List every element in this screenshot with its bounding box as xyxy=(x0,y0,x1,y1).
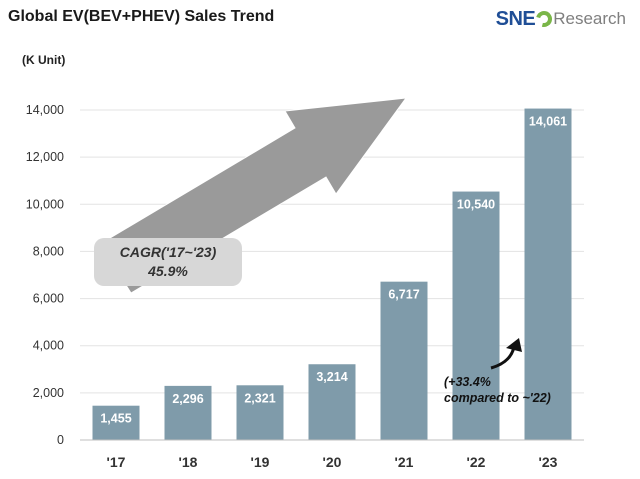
y-tick-label: 6,000 xyxy=(33,292,64,306)
yoy-comparison: compared to ~'22) xyxy=(444,391,551,405)
y-tick-label: 14,000 xyxy=(26,103,64,117)
x-tick-label: '18 xyxy=(179,454,198,470)
bar xyxy=(380,281,428,440)
x-tick-label: '21 xyxy=(395,454,414,470)
sne-research-logo: SNE Research xyxy=(496,6,626,32)
logo-research-text: Research xyxy=(553,9,626,28)
bar-value-label: 14,061 xyxy=(529,115,567,129)
x-axis: '17 '18 '19 '20 '21 '22 '23 xyxy=(80,439,584,470)
bar xyxy=(92,405,140,440)
y-tick-label: 2,000 xyxy=(33,386,64,400)
bar-value-label: 1,455 xyxy=(100,412,131,426)
x-tick-label: '17 xyxy=(107,454,126,470)
bar xyxy=(524,108,572,441)
x-tick-label: '22 xyxy=(467,454,486,470)
yoy-annotation: (+33.4% compared to ~'22) xyxy=(444,374,584,406)
bar-value-label: 3,214 xyxy=(316,370,347,384)
y-tick-label: 10,000 xyxy=(26,197,64,211)
bars: 1,455 2,296 2,321 3,214 6,717 10,540 14,061 xyxy=(92,108,572,441)
chart-title: Global EV(BEV+PHEV) Sales Trend xyxy=(8,8,275,25)
y-tick-label: 4,000 xyxy=(33,339,64,353)
y-axis-ticks: 0 2,000 4,000 6,000 8,000 10,000 12,000 14,000 xyxy=(26,103,64,447)
bar xyxy=(164,385,212,440)
cagr-label: CAGR('17~'23) xyxy=(119,244,217,260)
bar xyxy=(308,364,356,440)
bar-value-label: 6,717 xyxy=(388,288,419,302)
cagr-value: 45.9% xyxy=(148,263,188,279)
logo-sne-text: SNE xyxy=(495,7,536,30)
y-tick-label: 8,000 xyxy=(33,244,64,258)
bar-value-label: 2,321 xyxy=(244,391,275,405)
y-tick-label: 12,000 xyxy=(26,150,64,164)
bar-value-label: 10,540 xyxy=(457,198,495,212)
x-tick-label: '19 xyxy=(251,454,270,470)
bar xyxy=(452,191,500,440)
yoy-arrow-icon xyxy=(490,338,522,370)
yoy-percent: (+33.4% xyxy=(444,375,491,389)
x-tick-label: '20 xyxy=(323,454,342,470)
cagr-annotation: CAGR('17~'23) 45.9% xyxy=(94,238,242,286)
x-tick-label: '23 xyxy=(539,454,558,470)
bar xyxy=(236,385,284,440)
y-tick-label: 0 xyxy=(57,433,64,447)
bar-value-label: 2,296 xyxy=(172,392,203,406)
y-axis-unit-label: (K Unit) xyxy=(22,53,66,67)
